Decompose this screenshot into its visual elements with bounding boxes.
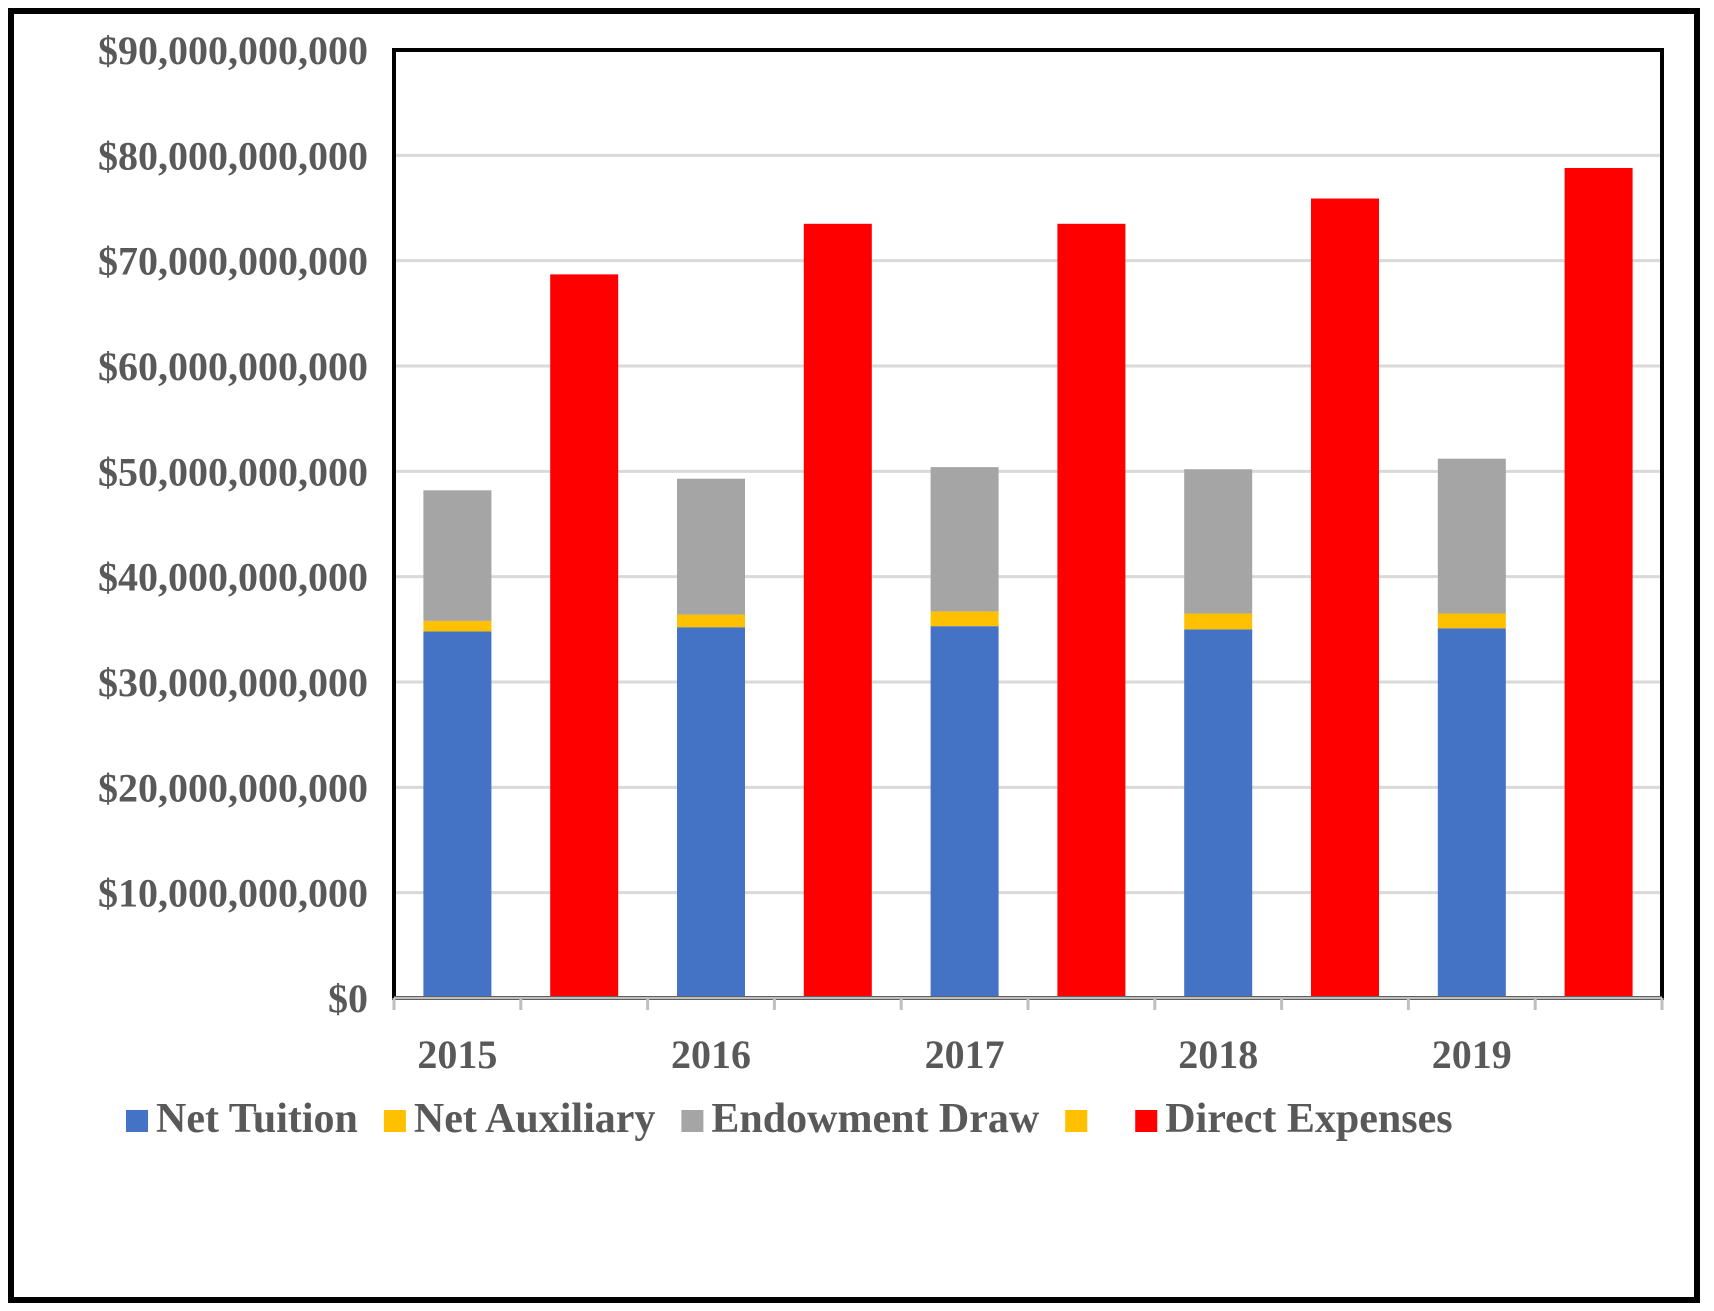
bar-net-auxiliary [423, 620, 492, 632]
legend-swatch [681, 1110, 704, 1132]
y-tick-label: $30,000,000,000 [98, 660, 368, 705]
y-tick-label: $0 [328, 976, 368, 1021]
y-tick-label: $70,000,000,000 [98, 239, 368, 284]
legend-swatch [383, 1110, 406, 1132]
bar-net-tuition [423, 631, 492, 998]
bar-net-tuition [1437, 628, 1506, 998]
bar-net-auxiliary [1184, 613, 1253, 630]
chart-frame: $0 $10,000,000,000 $20,000,000,000 $30,000,… [8, 8, 1700, 1303]
bar-direct-expenses [1057, 223, 1126, 999]
bar-endowment-draw [930, 467, 999, 612]
x-tick-label: 2016 [671, 1032, 751, 1077]
bar-net-auxiliary [1437, 613, 1506, 629]
x-tick-label: 2017 [925, 1032, 1005, 1077]
y-tick-label: $10,000,000,000 [98, 871, 368, 916]
legend-label: Direct Expenses [1165, 1096, 1452, 1142]
bar-endowment-draw [1184, 469, 1253, 614]
y-tick-label: $80,000,000,000 [98, 133, 368, 178]
y-tick-label: $40,000,000,000 [98, 555, 368, 600]
y-axis: $0 $10,000,000,000 $20,000,000,000 $30,000,… [98, 28, 368, 1021]
bar-net-auxiliary [930, 611, 999, 627]
bar-chart: $0 $10,000,000,000 $20,000,000,000 $30,000,… [98, 28, 1664, 1142]
bar-net-tuition [677, 627, 745, 998]
y-tick-label: $50,000,000,000 [98, 449, 368, 494]
bar-endowment-draw [423, 490, 492, 621]
legend-label: Net Auxiliary [414, 1096, 655, 1142]
bar-net-auxiliary [677, 614, 745, 628]
x-tick-label: 2015 [417, 1032, 497, 1077]
bar-direct-expenses [550, 274, 619, 998]
y-tick-label: $90,000,000,000 [98, 28, 368, 73]
x-axis: 2015 2016 2017 2018 2019 [392, 996, 1664, 1077]
bar-endowment-draw [677, 478, 745, 615]
x-tick-label: 2019 [1432, 1032, 1512, 1077]
legend-swatch [126, 1110, 148, 1132]
bar-endowment-draw [1437, 458, 1506, 614]
bar-direct-expenses [803, 223, 872, 999]
y-tick-label: $20,000,000,000 [98, 765, 368, 810]
bar-net-tuition [1184, 629, 1253, 998]
legend-label: Net Tuition [156, 1096, 358, 1142]
y-tick-label: $60,000,000,000 [98, 344, 368, 389]
bars [423, 167, 1633, 999]
legend: Net Tuition Net Auxiliary Endowment Draw Di… [126, 1096, 1453, 1142]
legend-swatch [1065, 1110, 1088, 1132]
legend-label: Endowment Draw [711, 1096, 1040, 1142]
bar-direct-expenses [1311, 198, 1379, 998]
bar-direct-expenses [1564, 167, 1633, 998]
bar-net-tuition [930, 626, 999, 998]
x-tick-label: 2018 [1178, 1032, 1258, 1077]
legend-swatch [1135, 1110, 1158, 1132]
